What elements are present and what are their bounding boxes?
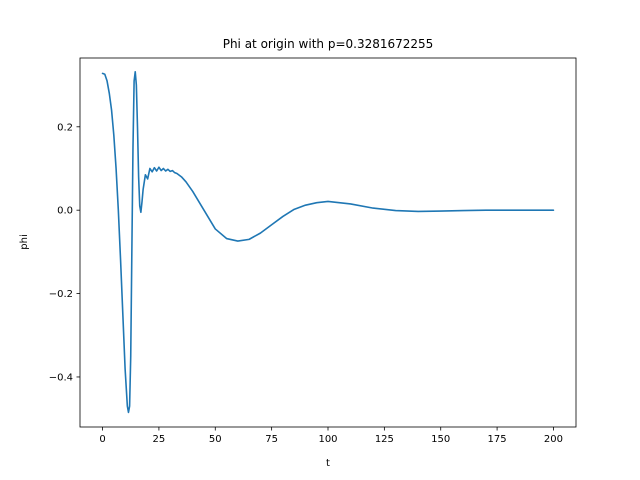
y-axis-label: phi xyxy=(19,234,30,249)
x-tick-label: 50 xyxy=(209,434,222,445)
x-axis-ticks: 0 25 50 75 100 125 150 175 200 xyxy=(99,427,563,445)
x-tick-label: 25 xyxy=(153,434,166,445)
x-tick-label: 100 xyxy=(318,434,337,445)
y-tick-label: 0.0 xyxy=(57,206,73,217)
series-line-0 xyxy=(101,70,555,414)
x-axis-label: t xyxy=(326,458,330,469)
x-tick-label: 200 xyxy=(544,434,563,445)
chart-title: Phi at origin with p=0.3281672255 xyxy=(223,37,434,51)
y-tick-label: −0.2 xyxy=(49,289,73,300)
x-tick-label: 75 xyxy=(265,434,278,445)
series-layer xyxy=(101,70,555,414)
x-tick-label: 0 xyxy=(99,434,105,445)
y-tick-label: −0.4 xyxy=(49,372,73,383)
plot-area xyxy=(79,57,577,428)
x-tick-label: 150 xyxy=(431,434,450,445)
x-tick-label: 175 xyxy=(488,434,507,445)
x-tick-label: 125 xyxy=(375,434,394,445)
y-axis-ticks: −0.4 −0.2 0.0 0.2 xyxy=(49,122,80,383)
y-tick-label: 0.2 xyxy=(57,122,73,133)
